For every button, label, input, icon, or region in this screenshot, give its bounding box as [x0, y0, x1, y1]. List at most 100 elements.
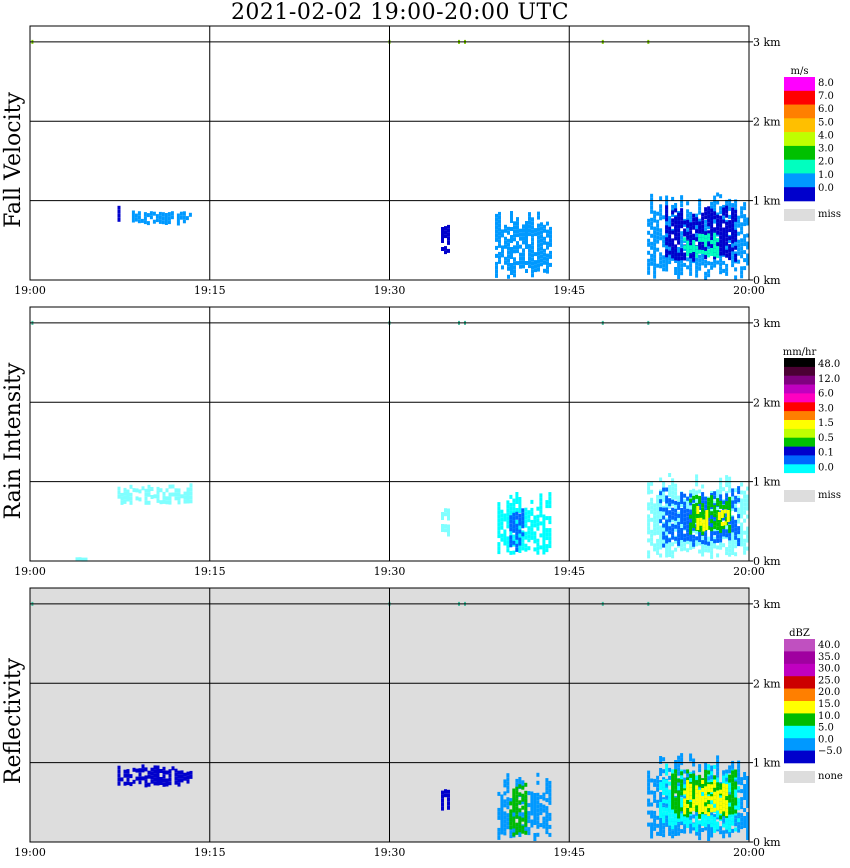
panel-3-echo-4-cell [650, 822, 654, 827]
panel-1-echo-4-cell [722, 268, 726, 273]
panel-3-echo-4-cell [722, 770, 726, 775]
panel-1-echo-3-cell [498, 231, 501, 236]
panel-1-echo-4-cell [668, 220, 672, 225]
panel-1-echo-1-cell [170, 215, 174, 220]
panel-3-echo-2-cell [530, 803, 534, 808]
panel-2-echo-6-cell [668, 498, 672, 503]
panel-1-echo-5-cell [677, 228, 681, 233]
panel-2-echo-4-cell [509, 543, 513, 548]
panel-1-echo-3-cell [528, 220, 531, 225]
panel-1-echo-5-cell [695, 217, 699, 222]
panel-3-echo-5-cell [686, 820, 690, 824]
panel-3-echo-6-cell [671, 789, 675, 794]
panel-3-echo-4-cell [734, 818, 738, 823]
panel-3-legend-swatch [784, 676, 815, 689]
panel-3-x-tick-label: 20:00 [733, 846, 765, 859]
panel-2-legend-swatch [784, 428, 815, 439]
panel-2-echo-3-cell [506, 512, 510, 517]
panel-2-echo-3-cell [530, 531, 534, 536]
panel-2-echo-3-cell [530, 527, 534, 532]
panel-2-echo-4-cell [518, 541, 522, 546]
panel-3-echo-2-cell [506, 773, 510, 778]
panel-1-echo-4-cell [659, 232, 663, 237]
panel-3-echo-5-cell [710, 823, 714, 828]
panel-1-echo-5-cell [683, 220, 687, 225]
panel-2-echo-0-cell [153, 494, 157, 499]
panel-1-echo-5-cell [710, 224, 714, 229]
panel-1-echo-5-cell [692, 217, 696, 222]
panel-3-echo-5-cell [689, 819, 693, 824]
panel-1-echo-4-cell [662, 235, 666, 240]
panel-2-echo-5-cell [734, 504, 738, 509]
panel-2-echo-7-cell [695, 502, 699, 507]
panel-3-echo-5-cell [728, 816, 732, 821]
panel-1-echo-5-cell [665, 213, 669, 218]
panel-2-echo-6-cell [737, 490, 741, 495]
panel-2-echo-5-cell [716, 545, 720, 550]
panel-2-echo-3-cell [521, 542, 525, 547]
panel-1-echo-3-cell [513, 233, 516, 238]
panel-2-echo-5-cell [701, 544, 705, 549]
panel-3-echo-7-cell [689, 807, 693, 812]
panel-3-echo-4-cell [734, 822, 738, 827]
panel-3-echo-6-cell [713, 787, 717, 792]
panel-1-echo-4-cell [698, 218, 702, 223]
panel-2-echo-5-cell [689, 489, 693, 494]
panel-2-echo-5-cell [671, 490, 675, 495]
panel-3-echo-0-cell [180, 778, 184, 783]
panel-1-echo-4-cell [695, 261, 699, 266]
panel-2-echo-7-cell [719, 504, 723, 509]
panel-3-echo-0-cell [156, 769, 160, 774]
panel-1-echo-5-cell [680, 212, 684, 217]
panel-3-echo-5-cell [683, 784, 687, 789]
panel-2-echo-5-cell [677, 511, 681, 516]
panel-2-x-tick-label: 19:45 [553, 565, 585, 578]
panel-3-echo-0-cell [141, 764, 145, 769]
panel-3-echo-6-cell [704, 801, 708, 806]
panel-2-echo-5-cell [653, 507, 657, 512]
panel-1-echo-3-cell [549, 234, 552, 239]
panel-2-echo-7-cell [722, 525, 726, 529]
panel-1-echo-4-cell [650, 245, 654, 250]
panel-1-echo-5-cell [728, 220, 732, 225]
panel-3-echo-5-cell [707, 816, 711, 821]
panel-1-echo-3-cell [528, 232, 531, 237]
panel-1-echo-3-cell [510, 271, 513, 275]
panel-2-echo-0-cell [156, 494, 160, 499]
panel-1-echo-4-cell [725, 243, 729, 248]
panel-2-echo-6-cell [686, 512, 690, 517]
panel-2-echo-3-cell [542, 546, 546, 551]
panel-2-echo-3-cell [497, 510, 501, 515]
panel-3-echo-6-cell [734, 797, 738, 802]
panel-3-echo-2-cell [521, 780, 525, 785]
panel-1-echo-3-cell [510, 263, 513, 267]
panel-3-echo-2-cell [530, 811, 534, 816]
panel-1-echo-3-cell [510, 219, 513, 223]
panel-1-echo-4-cell [740, 226, 744, 231]
panel-1-echo-3-cell [504, 260, 507, 265]
panel-3-echo-3-cell [521, 785, 525, 790]
panel-3-echo-6-cell [692, 777, 696, 782]
panel-2-echo-5-cell [647, 550, 651, 555]
panel-3-echo-7-cell [713, 799, 717, 804]
panel-3-echo-5-cell [710, 779, 714, 784]
panel-2-echo-6-cell [662, 487, 666, 492]
panel-2-echo-8-cell [705, 526, 709, 530]
panel-2-echo-0-cell [147, 488, 151, 493]
panel-3-echo-6-cell [692, 781, 696, 786]
panel-1-echo-4-cell [746, 221, 750, 226]
panel-2-echo-3-cell [506, 524, 510, 529]
panel-3-echo-0-cell [183, 776, 187, 781]
panel-1-echo-4-cell [653, 210, 657, 215]
panel-2-echo-5-cell [695, 474, 699, 479]
panel-2-echo-5-cell [740, 522, 744, 527]
panel-1-echo-4-cell [737, 251, 741, 256]
panel-3-echo-6-cell [695, 804, 699, 809]
panel-2-echo-2-cell [447, 528, 450, 533]
panel-3-echo-5-cell [665, 791, 669, 796]
panel-2-echo-6-cell [713, 531, 717, 536]
panel-1-echo-4-cell [728, 202, 732, 207]
panel-2-echo-6-cell [737, 530, 741, 535]
panel-3-echo-6-cell [734, 773, 738, 778]
panel-2-echo-7-cell [692, 511, 696, 516]
